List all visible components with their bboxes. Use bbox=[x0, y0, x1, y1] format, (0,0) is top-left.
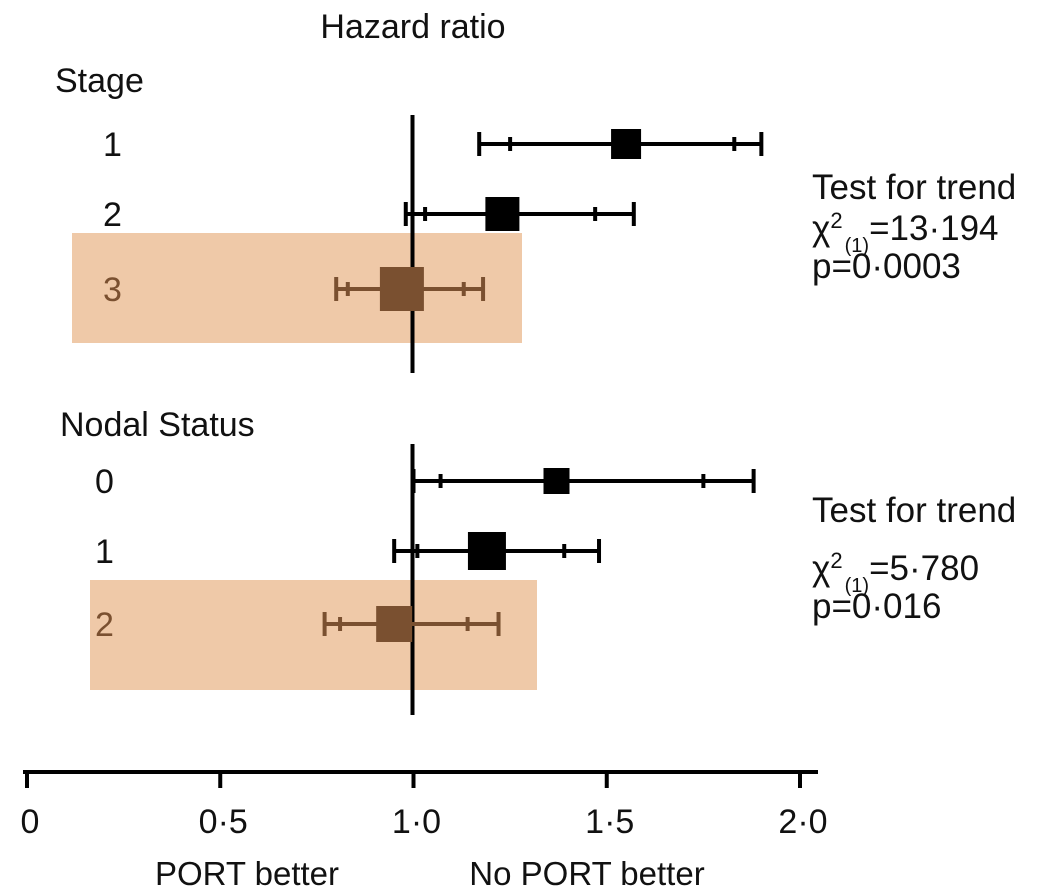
highlight-band-nodal-2 bbox=[90, 580, 537, 690]
x-tick-label: 2·0 bbox=[778, 803, 827, 841]
row-label: 1 bbox=[95, 533, 114, 571]
row-label: 1 bbox=[103, 126, 122, 164]
forest-row: 2 bbox=[95, 606, 501, 644]
row-label: 2 bbox=[95, 606, 114, 644]
chi-square-statistic: χ2(1)=13·194 bbox=[812, 208, 999, 257]
forest-row: 3 bbox=[103, 267, 486, 311]
trend-p-value: p=0·0003 bbox=[812, 247, 961, 286]
trend-p-value: p=0·016 bbox=[812, 587, 941, 626]
forest-row: 1 bbox=[103, 126, 764, 164]
hazard-ratio-marker bbox=[611, 129, 642, 159]
forest-row: 1 bbox=[95, 532, 602, 571]
hazard-ratio-marker bbox=[485, 197, 520, 231]
chart-title: Hazard ratio bbox=[320, 8, 505, 46]
group-heading-nodal-status: Nodal Status bbox=[60, 406, 255, 444]
trend-test-nodal-status: Test for trend χ2(1)=5·780 p=0·016 bbox=[812, 491, 1016, 626]
hazard-ratio-marker bbox=[543, 468, 570, 494]
row-label: 2 bbox=[103, 196, 122, 234]
hazard-ratio-marker bbox=[467, 532, 506, 570]
trend-test-heading: Test for trend bbox=[812, 168, 1016, 207]
x-tick-label: 1·5 bbox=[585, 803, 634, 841]
x-label-port-better: PORT better bbox=[155, 855, 339, 892]
x-label-no-port-better: No PORT better bbox=[469, 855, 704, 892]
forest-row: 0 bbox=[95, 463, 756, 501]
chi-square-statistic: χ2(1)=5·780 bbox=[812, 548, 979, 597]
x-tick-label: 1·0 bbox=[392, 803, 441, 841]
x-tick-label: 0·5 bbox=[199, 803, 248, 841]
trend-test-stage: Test for trend χ2(1)=13·194 p=0·0003 bbox=[812, 168, 1016, 286]
hazard-ratio-marker bbox=[379, 267, 424, 311]
group-heading-stage: Stage bbox=[55, 62, 144, 100]
hazard-ratio-marker bbox=[376, 606, 413, 642]
row-label: 3 bbox=[103, 271, 122, 309]
row-label: 0 bbox=[95, 463, 114, 501]
forest-row: 2 bbox=[103, 196, 636, 234]
trend-test-heading: Test for trend bbox=[812, 491, 1016, 530]
x-tick-label: 0 bbox=[21, 803, 40, 841]
